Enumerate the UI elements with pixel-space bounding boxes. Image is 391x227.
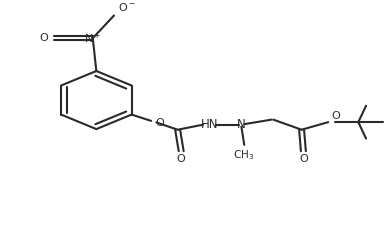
Text: O$^-$: O$^-$ (118, 1, 136, 13)
Text: N: N (237, 118, 246, 131)
Text: O: O (331, 111, 340, 121)
Text: HN: HN (201, 118, 218, 131)
Text: O: O (299, 154, 308, 164)
Text: O: O (155, 118, 164, 128)
Text: O: O (177, 154, 186, 164)
Text: N$^+$: N$^+$ (84, 30, 102, 46)
Text: O: O (40, 33, 48, 43)
Text: CH$_3$: CH$_3$ (233, 149, 254, 163)
